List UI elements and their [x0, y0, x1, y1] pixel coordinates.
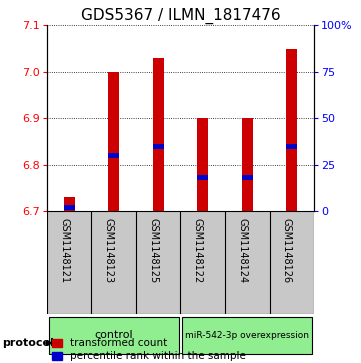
Bar [153, 58, 164, 211]
Text: GSM1148122: GSM1148122 [193, 219, 203, 284]
Text: GSM1148126: GSM1148126 [282, 219, 292, 284]
Bar [286, 49, 297, 211]
Bar [49, 317, 179, 354]
Bar [108, 153, 119, 158]
Text: GSM1148123: GSM1148123 [104, 219, 114, 284]
Bar [64, 197, 75, 211]
Text: control: control [95, 330, 133, 340]
Bar [182, 317, 312, 354]
Bar [286, 144, 297, 148]
Bar [242, 118, 253, 211]
Bar [242, 175, 253, 180]
Title: GDS5367 / ILMN_1817476: GDS5367 / ILMN_1817476 [81, 8, 280, 24]
Bar [197, 118, 208, 211]
Text: GSM1148121: GSM1148121 [59, 219, 69, 284]
Text: miR-542-3p overexpression: miR-542-3p overexpression [185, 331, 309, 340]
Bar [197, 175, 208, 180]
Bar [108, 72, 119, 211]
Bar [153, 144, 164, 148]
Text: protocol: protocol [2, 338, 54, 348]
Bar [64, 205, 75, 210]
Text: GSM1148125: GSM1148125 [148, 219, 158, 284]
Text: GSM1148124: GSM1148124 [237, 219, 247, 284]
Legend: transformed count, percentile rank within the sample: transformed count, percentile rank withi… [52, 338, 246, 362]
